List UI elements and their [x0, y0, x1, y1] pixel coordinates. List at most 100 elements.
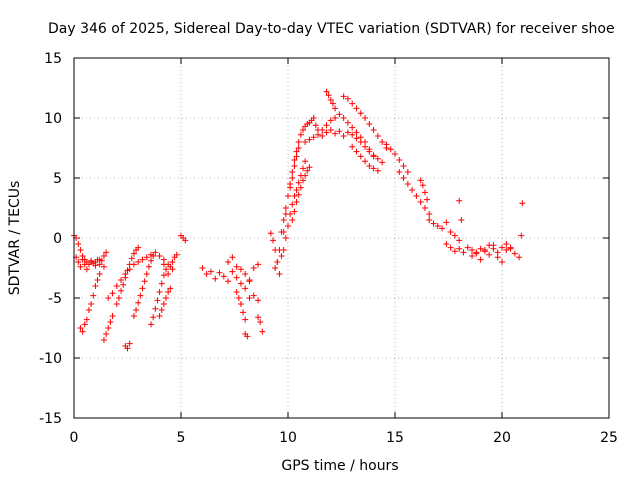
data-point [225, 259, 232, 265]
data-point [499, 259, 505, 265]
data-point [325, 92, 332, 99]
data-point [77, 325, 84, 331]
data-point [75, 241, 82, 247]
data-point [323, 88, 330, 95]
data-point [280, 217, 287, 223]
data-point [250, 292, 257, 299]
data-point [349, 143, 356, 150]
data-point [165, 289, 172, 295]
data-point [434, 223, 441, 229]
y-tick-label: 0 [53, 231, 62, 247]
data-point [246, 295, 253, 301]
data-point [370, 153, 377, 160]
data-point [158, 307, 165, 313]
data-point [417, 199, 424, 205]
data-point [133, 307, 140, 313]
data-point [148, 257, 155, 264]
data-point [426, 217, 433, 223]
data-point [366, 121, 373, 127]
data-point [447, 244, 454, 251]
data-point [366, 163, 373, 169]
data-point [413, 193, 420, 199]
y-axis-label: SDTVAR / TECUs [7, 181, 23, 296]
data-point [139, 285, 146, 292]
data-point [499, 244, 505, 251]
data-point [212, 275, 219, 282]
data-point [469, 253, 476, 259]
data-point [113, 301, 120, 307]
data-point [370, 127, 377, 133]
data-point [220, 273, 227, 280]
data-point [103, 249, 110, 256]
data-point [329, 100, 336, 107]
chart-title: Day 346 of 2025, Sidereal Day-to-day VTE… [48, 21, 615, 37]
data-point [122, 274, 129, 281]
x-tick-label: 10 [279, 430, 297, 446]
data-point [103, 331, 110, 337]
data-point [81, 321, 88, 328]
data-point [233, 263, 240, 270]
data-point [156, 253, 163, 259]
data-point [88, 301, 95, 307]
data-point [203, 271, 210, 277]
data-point [362, 158, 369, 165]
data-point [306, 136, 313, 143]
data-point [165, 271, 172, 277]
data-point [332, 115, 339, 121]
data-point [225, 278, 232, 285]
data-point [207, 268, 214, 275]
data-point [152, 249, 159, 256]
data-point [163, 266, 170, 273]
data-point [182, 237, 189, 244]
data-point [130, 250, 137, 257]
data-point [163, 295, 170, 301]
data-point [272, 265, 279, 271]
data-point [233, 274, 240, 281]
data-point [242, 285, 249, 292]
data-point [404, 169, 411, 175]
data-point [235, 295, 242, 301]
data-point [486, 251, 493, 258]
data-point [128, 255, 135, 262]
data-point [293, 153, 300, 160]
data-point [319, 127, 326, 133]
data-point [255, 261, 262, 268]
data-point [295, 191, 302, 198]
data-point [383, 141, 390, 148]
x-tick-label: 25 [600, 430, 618, 446]
data-point [494, 254, 501, 261]
data-point [280, 247, 287, 253]
x-axis-label: GPS time / hours [281, 458, 398, 474]
data-point [216, 269, 223, 276]
data-point [229, 268, 236, 275]
data-point [302, 172, 309, 179]
y-tick-label: 10 [44, 111, 62, 127]
data-point [357, 134, 364, 141]
data-point [105, 295, 112, 301]
data-point [295, 145, 302, 151]
data-point [362, 139, 369, 145]
data-point [344, 95, 351, 102]
data-point [362, 115, 369, 121]
data-point [340, 115, 347, 121]
data-point [353, 148, 360, 155]
x-tick-label: 20 [493, 430, 511, 446]
data-point [246, 278, 253, 285]
data-point [291, 193, 298, 199]
data-point [366, 146, 373, 153]
data-point [289, 169, 296, 175]
data-point [81, 261, 88, 268]
data-point [349, 131, 356, 138]
data-point [419, 182, 426, 189]
data-point [287, 184, 294, 191]
data-point [507, 244, 514, 251]
data-point [143, 271, 150, 277]
y-tick-label: 15 [44, 51, 62, 67]
data-point [409, 187, 416, 193]
data-point [150, 314, 157, 321]
data-point [118, 287, 125, 294]
data-point [169, 259, 176, 265]
data-point [464, 244, 471, 251]
data-point [319, 133, 326, 139]
data-point [490, 242, 497, 249]
